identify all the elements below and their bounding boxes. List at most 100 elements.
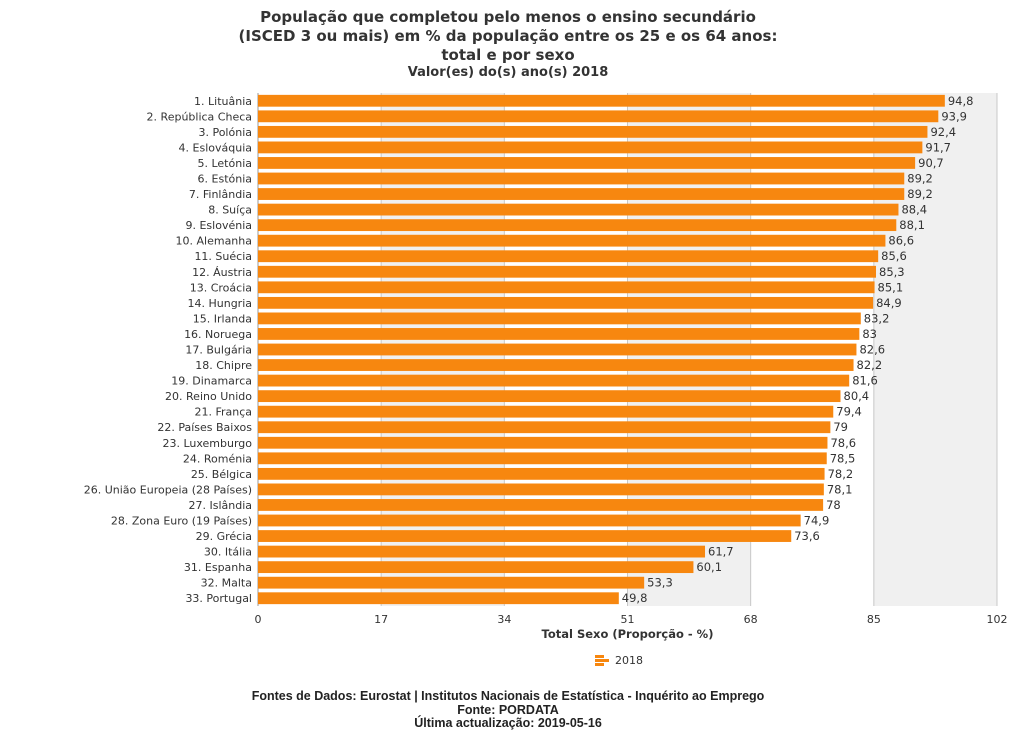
category-label: 4. Eslováquia bbox=[179, 141, 252, 154]
bar bbox=[258, 359, 854, 371]
category-label: 32. Malta bbox=[201, 577, 252, 590]
category-label: 25. Bélgica bbox=[191, 468, 252, 481]
data-label: 85,3 bbox=[879, 265, 905, 279]
category-label: 6. Estónia bbox=[198, 173, 252, 186]
category-label: 7. Finlândia bbox=[189, 188, 252, 201]
category-label: 11. Suécia bbox=[194, 250, 252, 263]
category-label: 2. República Checa bbox=[147, 110, 252, 123]
data-label: 74,9 bbox=[804, 514, 830, 528]
data-label: 89,2 bbox=[907, 172, 933, 186]
bar bbox=[258, 483, 824, 496]
data-label: 53,3 bbox=[647, 576, 673, 590]
data-label: 61,7 bbox=[708, 545, 734, 559]
data-label: 85,6 bbox=[881, 249, 907, 263]
data-label: 91,7 bbox=[925, 140, 951, 154]
bar bbox=[258, 592, 619, 605]
bar bbox=[258, 265, 877, 278]
footer-source: Fonte: PORDATA bbox=[457, 703, 559, 717]
data-label: 89,2 bbox=[907, 187, 933, 201]
bar bbox=[258, 561, 694, 574]
chart-title-line-3: total e por sexo bbox=[441, 46, 575, 64]
category-label: 27. Islândia bbox=[188, 499, 252, 512]
x-tick-label: 68 bbox=[744, 613, 758, 626]
data-label: 78,6 bbox=[830, 436, 856, 450]
data-label: 73,6 bbox=[794, 529, 820, 543]
data-label: 60,1 bbox=[696, 560, 722, 574]
data-label: 83,2 bbox=[864, 311, 890, 325]
bar bbox=[258, 219, 897, 232]
category-label: 1. Lituânia bbox=[194, 95, 252, 108]
x-tick-label: 51 bbox=[621, 613, 635, 626]
x-tick-label: 0 bbox=[255, 613, 262, 626]
bar bbox=[258, 234, 886, 247]
data-label: 92,4 bbox=[930, 125, 956, 139]
category-label: 13. Croácia bbox=[190, 281, 252, 294]
x-tick-label: 34 bbox=[497, 613, 511, 626]
data-label: 90,7 bbox=[918, 156, 944, 170]
x-tick-label: 85 bbox=[867, 613, 881, 626]
bar bbox=[258, 188, 905, 200]
bar bbox=[258, 436, 828, 449]
bar bbox=[258, 530, 792, 542]
bar bbox=[258, 545, 706, 558]
category-label: 21. França bbox=[194, 406, 252, 419]
data-label: 84,9 bbox=[876, 296, 902, 310]
category-label: 29. Grécia bbox=[196, 530, 252, 543]
data-label: 82,6 bbox=[859, 343, 885, 357]
category-label: 19. Dinamarca bbox=[171, 375, 252, 388]
category-label: 26. União Europeia (28 Países) bbox=[84, 483, 252, 496]
category-label: 24. Roménia bbox=[183, 452, 252, 465]
data-label: 78,5 bbox=[830, 451, 856, 465]
data-label: 78,1 bbox=[827, 482, 853, 496]
chart-title-line-1: População que completou pelo menos o ens… bbox=[260, 8, 756, 26]
category-label: 22. Países Baixos bbox=[157, 421, 252, 434]
data-label: 88,4 bbox=[901, 203, 927, 217]
category-label: 15. Irlanda bbox=[193, 312, 252, 325]
bar bbox=[258, 157, 916, 169]
x-tick-label: 17 bbox=[374, 613, 388, 626]
x-axis-title: Total Sexo (Proporção - %) bbox=[542, 627, 714, 641]
bar bbox=[258, 374, 850, 387]
category-label: 30. Itália bbox=[204, 546, 252, 559]
bar bbox=[258, 296, 874, 309]
footer-sources: Fontes de Dados: Eurostat | Institutos N… bbox=[251, 689, 765, 703]
bar bbox=[258, 467, 825, 480]
footer-updated: Última actualização: 2019-05-16 bbox=[414, 716, 602, 730]
data-label: 79,4 bbox=[836, 405, 862, 419]
category-label: 17. Bulgária bbox=[185, 344, 252, 357]
data-label: 81,6 bbox=[852, 374, 878, 388]
x-tick-label: 102 bbox=[987, 613, 1008, 626]
category-label: 10. Alemanha bbox=[176, 235, 252, 248]
category-label: 5. Letónia bbox=[197, 157, 252, 170]
bar bbox=[258, 125, 928, 138]
category-label: 31. Espanha bbox=[184, 561, 252, 574]
bar bbox=[258, 203, 899, 216]
bar bbox=[258, 110, 939, 123]
category-label: 12. Áustria bbox=[192, 266, 252, 279]
category-label: 23. Luxemburgo bbox=[162, 437, 252, 450]
bar bbox=[258, 328, 860, 340]
category-label: 8. Suíça bbox=[208, 204, 252, 217]
data-label: 80,4 bbox=[844, 389, 870, 403]
bar bbox=[258, 514, 801, 527]
bar-legend-icon bbox=[595, 654, 609, 667]
chart-subtitle: Valor(es) do(s) ano(s) 2018 bbox=[407, 65, 609, 80]
bar bbox=[258, 452, 827, 465]
data-label: 49,8 bbox=[622, 591, 648, 605]
bar bbox=[258, 499, 824, 511]
data-label: 82,2 bbox=[857, 358, 883, 372]
data-label: 93,9 bbox=[941, 109, 967, 123]
data-label: 78 bbox=[826, 498, 841, 512]
legend[interactable]: 2018 bbox=[595, 654, 643, 667]
category-label: 20. Reino Unido bbox=[165, 390, 252, 403]
category-label: 9. Eslovénia bbox=[185, 219, 252, 232]
bar bbox=[258, 576, 645, 589]
chart-title: População que completou pelo menos o ens… bbox=[0, 8, 1016, 65]
bar bbox=[258, 421, 831, 434]
category-label: 16. Noruega bbox=[184, 328, 252, 341]
data-label: 85,1 bbox=[878, 280, 904, 294]
legend-label: 2018 bbox=[615, 654, 643, 667]
bar bbox=[258, 390, 841, 403]
bar bbox=[258, 141, 923, 154]
